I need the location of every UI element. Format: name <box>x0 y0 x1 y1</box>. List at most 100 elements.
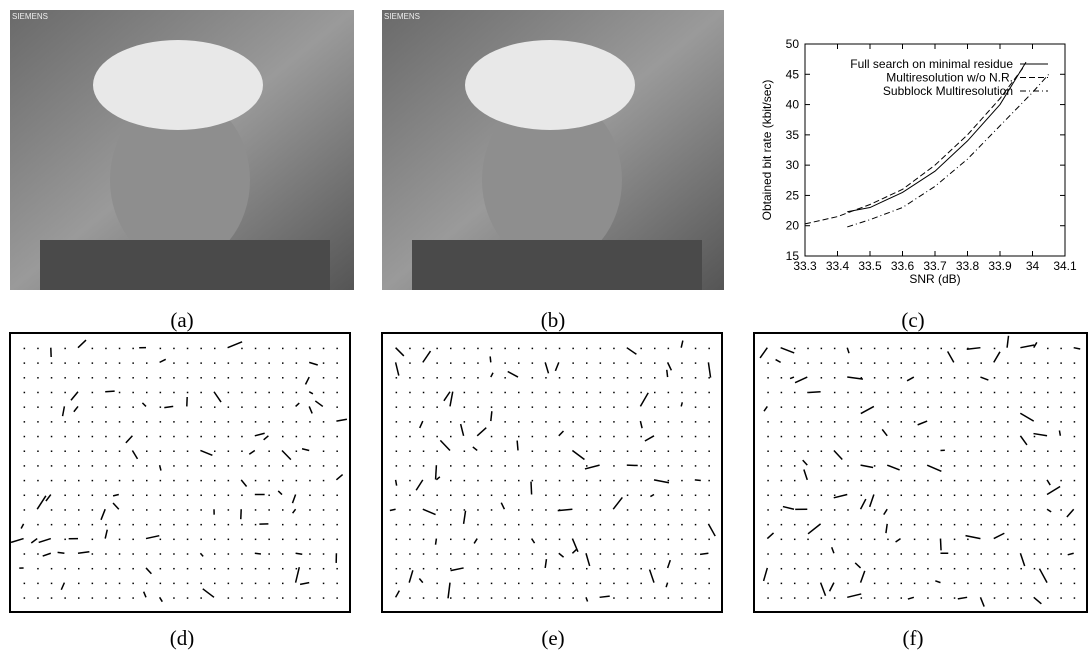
vector-dot <box>450 567 452 570</box>
vector-dot <box>613 538 615 541</box>
vector-dot <box>531 421 534 423</box>
vector-dot <box>1020 465 1022 467</box>
vector-dot <box>1033 509 1036 511</box>
y-tick-label: 45 <box>786 67 800 81</box>
vector <box>766 532 775 540</box>
caption: (c) <box>901 308 924 332</box>
vector-dot <box>873 479 876 482</box>
vector-dot <box>953 582 956 585</box>
vector-dot <box>1020 494 1022 497</box>
vector-dot <box>518 567 520 570</box>
vector <box>435 476 441 481</box>
vector-dot <box>545 538 547 541</box>
vector-dot <box>833 391 836 394</box>
vector-dot <box>626 479 629 482</box>
vector-dot <box>967 582 969 585</box>
vector-dot <box>1033 450 1036 452</box>
vector-dot <box>667 523 670 526</box>
vector-dot <box>613 553 615 555</box>
vector-dot <box>900 377 903 379</box>
vector-dot <box>282 465 284 467</box>
vector <box>571 538 579 553</box>
vector-dot <box>793 391 796 394</box>
vector-dot <box>681 523 683 526</box>
vector-dot <box>450 465 452 467</box>
vector-dot <box>23 450 26 452</box>
vector-dot <box>1060 377 1062 379</box>
vector-dot <box>91 377 94 379</box>
vector <box>782 505 795 510</box>
vector <box>993 351 1001 363</box>
vector <box>254 432 265 437</box>
vector-dot <box>1007 465 1009 467</box>
vector-dot <box>913 347 916 350</box>
vector-dot <box>887 538 889 541</box>
vector-dot <box>640 435 642 438</box>
vector-dot <box>613 406 615 408</box>
vector-dot <box>241 567 243 570</box>
vector-dot <box>681 567 683 570</box>
line-series <box>804 67 1024 225</box>
vector-dot <box>214 421 216 423</box>
vector <box>314 400 324 408</box>
vector-dot <box>268 347 270 350</box>
vector-dot <box>241 406 243 408</box>
vector-dot <box>490 553 493 555</box>
vector <box>394 362 400 376</box>
vector-dot <box>518 362 520 364</box>
vector-dot <box>654 523 656 526</box>
vector-dot <box>654 377 656 379</box>
vector-dot <box>268 553 270 555</box>
vector <box>254 552 262 555</box>
vector-dot <box>254 597 257 599</box>
vector <box>240 479 248 487</box>
vector-dot <box>640 567 642 570</box>
vector-dot <box>118 465 121 467</box>
vector-dot <box>708 567 710 570</box>
vector <box>500 502 506 510</box>
vector-dot <box>477 553 479 555</box>
vector-dot <box>927 509 929 511</box>
vector <box>434 465 438 480</box>
vector-dot <box>254 479 257 482</box>
vector-dot <box>767 494 769 497</box>
vector-dot <box>322 377 325 379</box>
vector-dot <box>309 553 311 555</box>
vector-dot <box>1020 567 1022 570</box>
vector-dot <box>545 553 547 555</box>
vector-dot <box>395 494 398 497</box>
vector-dot <box>967 523 969 526</box>
vector-dot <box>518 435 520 438</box>
vector-dot <box>1060 553 1062 555</box>
vector <box>159 358 167 364</box>
vector-dot <box>132 567 134 570</box>
vector-dot <box>953 567 956 570</box>
vector-dot <box>159 347 162 350</box>
vector-dot <box>1033 391 1036 394</box>
vector-dot <box>681 538 683 541</box>
vector-dot <box>599 421 602 423</box>
vector-dot <box>91 391 94 394</box>
vector-dot <box>980 465 982 467</box>
vector-dot <box>1033 494 1036 497</box>
vector-dot <box>1007 494 1009 497</box>
vector-dot <box>558 450 561 452</box>
vector-dot <box>913 567 916 570</box>
vector-dot <box>967 450 969 452</box>
vector-dot <box>793 553 796 555</box>
vector <box>248 449 256 455</box>
vector-dot <box>1060 509 1062 511</box>
vector-dot <box>146 391 148 394</box>
vector-dot <box>900 406 903 408</box>
vector-dot <box>927 362 929 364</box>
vector-dot <box>1020 362 1022 364</box>
vector-dot <box>531 450 534 452</box>
vector-dot <box>545 391 547 394</box>
vector-dot <box>640 582 642 585</box>
vector-dot <box>967 567 969 570</box>
vector-dot <box>993 494 996 497</box>
vector-dot <box>694 523 697 526</box>
vector-dot <box>654 362 656 364</box>
vector <box>158 464 162 471</box>
vector-dot <box>887 421 889 423</box>
